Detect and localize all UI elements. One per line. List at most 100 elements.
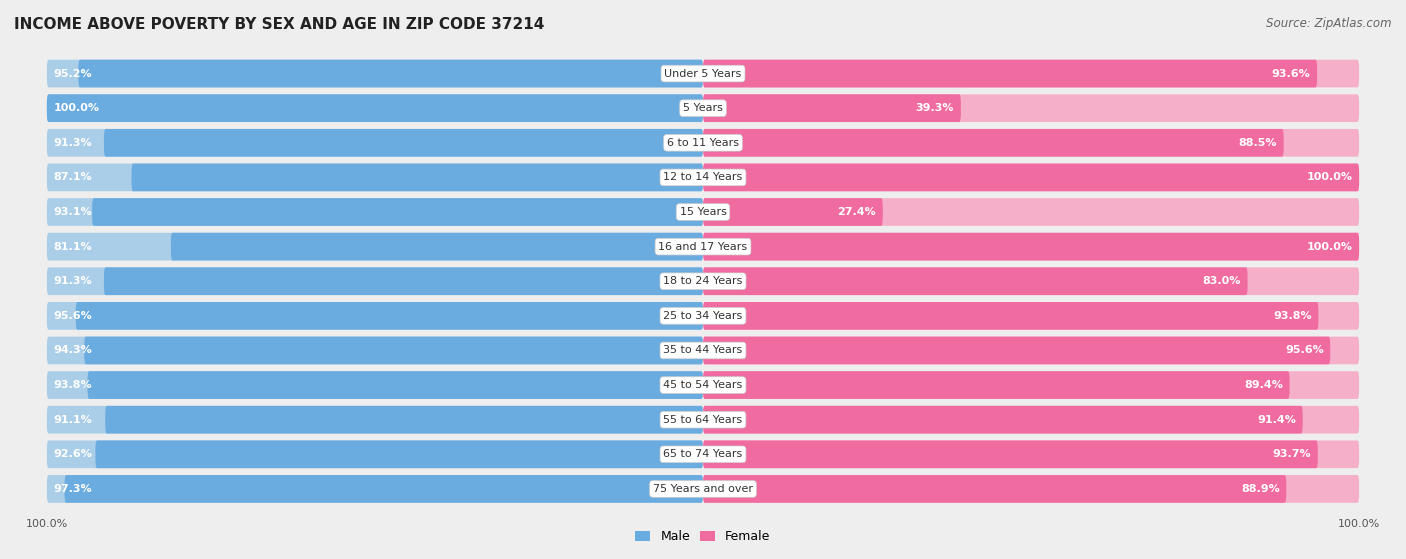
FancyBboxPatch shape: [46, 475, 703, 503]
FancyBboxPatch shape: [104, 267, 703, 295]
Text: 39.3%: 39.3%: [915, 103, 955, 113]
Text: 93.8%: 93.8%: [1274, 311, 1312, 321]
Text: 75 Years and over: 75 Years and over: [652, 484, 754, 494]
Text: 100.0%: 100.0%: [1306, 241, 1353, 252]
FancyBboxPatch shape: [703, 302, 1319, 330]
FancyBboxPatch shape: [172, 233, 703, 260]
FancyBboxPatch shape: [703, 337, 1330, 364]
FancyBboxPatch shape: [46, 129, 703, 157]
Text: 6 to 11 Years: 6 to 11 Years: [666, 138, 740, 148]
FancyBboxPatch shape: [105, 406, 703, 434]
FancyBboxPatch shape: [46, 337, 703, 364]
FancyBboxPatch shape: [703, 198, 883, 226]
FancyBboxPatch shape: [46, 233, 703, 260]
FancyBboxPatch shape: [46, 406, 703, 434]
Text: 45 to 54 Years: 45 to 54 Years: [664, 380, 742, 390]
FancyBboxPatch shape: [46, 233, 1360, 260]
FancyBboxPatch shape: [703, 94, 960, 122]
FancyBboxPatch shape: [46, 164, 703, 191]
FancyBboxPatch shape: [46, 164, 1360, 191]
FancyBboxPatch shape: [87, 371, 703, 399]
FancyBboxPatch shape: [703, 198, 1360, 226]
Text: 88.9%: 88.9%: [1241, 484, 1279, 494]
Text: 95.2%: 95.2%: [53, 69, 91, 79]
Legend: Male, Female: Male, Female: [630, 525, 776, 548]
FancyBboxPatch shape: [703, 440, 1317, 468]
FancyBboxPatch shape: [703, 440, 1360, 468]
FancyBboxPatch shape: [76, 302, 703, 330]
FancyBboxPatch shape: [104, 129, 703, 157]
Text: 87.1%: 87.1%: [53, 172, 91, 182]
FancyBboxPatch shape: [46, 302, 703, 330]
Text: 83.0%: 83.0%: [1202, 276, 1241, 286]
Text: 97.3%: 97.3%: [53, 484, 91, 494]
Text: 91.4%: 91.4%: [1257, 415, 1296, 425]
Text: 5 Years: 5 Years: [683, 103, 723, 113]
FancyBboxPatch shape: [46, 440, 1360, 468]
FancyBboxPatch shape: [93, 198, 703, 226]
FancyBboxPatch shape: [46, 198, 1360, 226]
Text: Under 5 Years: Under 5 Years: [665, 69, 741, 79]
Text: 100.0%: 100.0%: [1306, 172, 1353, 182]
Text: 15 Years: 15 Years: [679, 207, 727, 217]
Text: 55 to 64 Years: 55 to 64 Years: [664, 415, 742, 425]
FancyBboxPatch shape: [703, 94, 1360, 122]
FancyBboxPatch shape: [96, 440, 703, 468]
FancyBboxPatch shape: [703, 60, 1360, 87]
FancyBboxPatch shape: [703, 233, 1360, 260]
Text: 100.0%: 100.0%: [25, 519, 67, 529]
Text: 93.1%: 93.1%: [53, 207, 91, 217]
Text: 81.1%: 81.1%: [53, 241, 91, 252]
FancyBboxPatch shape: [46, 94, 703, 122]
FancyBboxPatch shape: [46, 302, 1360, 330]
FancyBboxPatch shape: [46, 94, 1360, 122]
Text: 16 and 17 Years: 16 and 17 Years: [658, 241, 748, 252]
Text: 91.3%: 91.3%: [53, 276, 91, 286]
FancyBboxPatch shape: [65, 475, 703, 503]
FancyBboxPatch shape: [84, 337, 703, 364]
FancyBboxPatch shape: [46, 371, 1360, 399]
Text: 93.7%: 93.7%: [1272, 449, 1312, 459]
FancyBboxPatch shape: [46, 60, 1360, 87]
FancyBboxPatch shape: [703, 267, 1360, 295]
Text: 95.6%: 95.6%: [1285, 345, 1323, 356]
FancyBboxPatch shape: [703, 371, 1289, 399]
FancyBboxPatch shape: [703, 60, 1317, 87]
Text: 91.1%: 91.1%: [53, 415, 93, 425]
FancyBboxPatch shape: [703, 371, 1360, 399]
Text: Source: ZipAtlas.com: Source: ZipAtlas.com: [1267, 17, 1392, 30]
Text: 25 to 34 Years: 25 to 34 Years: [664, 311, 742, 321]
FancyBboxPatch shape: [46, 198, 703, 226]
Text: 94.3%: 94.3%: [53, 345, 93, 356]
FancyBboxPatch shape: [46, 371, 703, 399]
FancyBboxPatch shape: [703, 406, 1360, 434]
FancyBboxPatch shape: [703, 164, 1360, 191]
Text: 89.4%: 89.4%: [1244, 380, 1284, 390]
FancyBboxPatch shape: [703, 267, 1247, 295]
Text: 93.6%: 93.6%: [1272, 69, 1310, 79]
FancyBboxPatch shape: [132, 164, 703, 191]
Text: 91.3%: 91.3%: [53, 138, 91, 148]
Text: 93.8%: 93.8%: [53, 380, 91, 390]
Text: 100.0%: 100.0%: [1339, 519, 1381, 529]
Text: 18 to 24 Years: 18 to 24 Years: [664, 276, 742, 286]
Text: INCOME ABOVE POVERTY BY SEX AND AGE IN ZIP CODE 37214: INCOME ABOVE POVERTY BY SEX AND AGE IN Z…: [14, 17, 544, 32]
Text: 95.6%: 95.6%: [53, 311, 93, 321]
FancyBboxPatch shape: [703, 302, 1360, 330]
FancyBboxPatch shape: [46, 267, 1360, 295]
FancyBboxPatch shape: [703, 475, 1360, 503]
Text: 100.0%: 100.0%: [53, 103, 100, 113]
FancyBboxPatch shape: [46, 267, 703, 295]
Text: 88.5%: 88.5%: [1239, 138, 1277, 148]
FancyBboxPatch shape: [703, 475, 1286, 503]
FancyBboxPatch shape: [703, 129, 1360, 157]
FancyBboxPatch shape: [46, 440, 703, 468]
FancyBboxPatch shape: [79, 60, 703, 87]
Text: 12 to 14 Years: 12 to 14 Years: [664, 172, 742, 182]
FancyBboxPatch shape: [703, 164, 1360, 191]
FancyBboxPatch shape: [46, 475, 1360, 503]
Text: 35 to 44 Years: 35 to 44 Years: [664, 345, 742, 356]
Text: 65 to 74 Years: 65 to 74 Years: [664, 449, 742, 459]
FancyBboxPatch shape: [703, 233, 1360, 260]
FancyBboxPatch shape: [703, 337, 1360, 364]
